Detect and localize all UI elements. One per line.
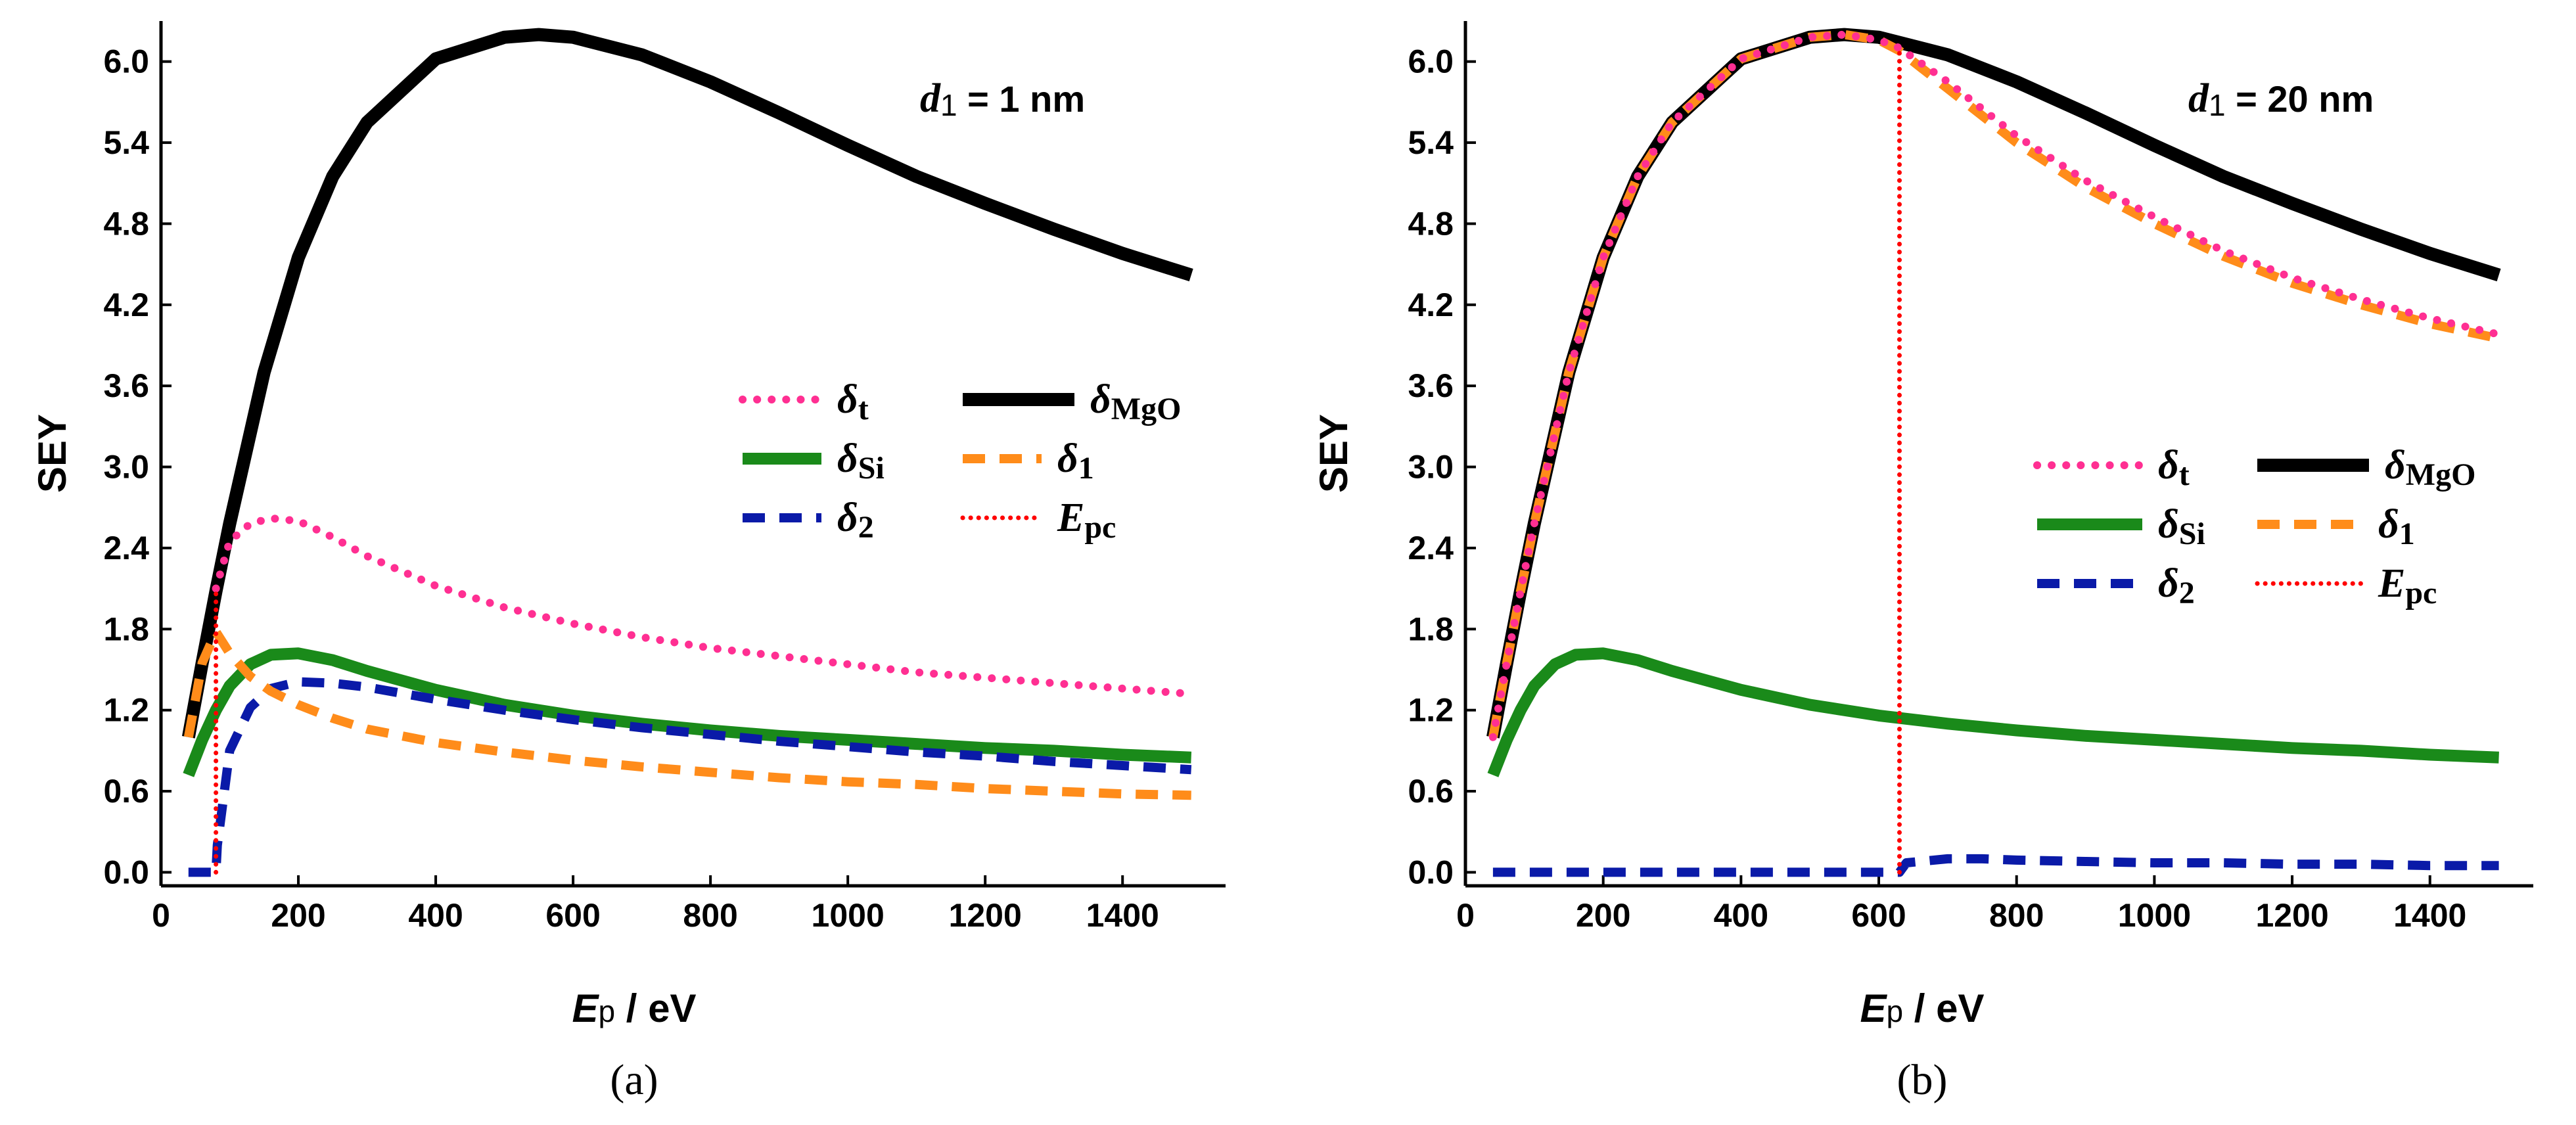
y-tick-label: 4.8: [1408, 205, 1454, 242]
y-axis-label: SEY: [1312, 414, 1356, 493]
legend-label-t: δt: [837, 377, 869, 426]
x-tick-label: 400: [408, 897, 463, 934]
x-tick-label: 1400: [2393, 897, 2466, 934]
thickness-annotation: d1 = 1 nm: [920, 76, 1085, 122]
x-tick-label: 200: [1576, 897, 1630, 934]
y-tick-label: 1.2: [1408, 692, 1454, 729]
legend-label-mgo: δMgO: [2385, 443, 2475, 492]
y-axis-label: SEY: [30, 414, 74, 493]
y-tick-label: 3.6: [103, 367, 149, 404]
y-tick-label: 0.6: [103, 773, 149, 810]
series-line-t: [212, 514, 1195, 698]
series-line-si: [1487, 647, 2499, 777]
x-tick-label: 1200: [2255, 897, 2328, 934]
y-tick-label: 5.4: [103, 124, 149, 161]
y-tick-label: 1.8: [103, 610, 149, 647]
legend: δt δMgO δSi δ1 δ2 Epc: [2033, 443, 2475, 610]
x-tick-label: 800: [1989, 897, 2044, 934]
legend-label-si: δSi: [2158, 502, 2205, 551]
panel-a: 0.0 0.6 1.2 1.8 2.4 3.0 3.6 4.2 4.8 5.4 6.0 0 200 400…: [30, 21, 1226, 1104]
y-tick-label: 5.4: [1408, 124, 1454, 161]
y-tick-label: 6.0: [1408, 43, 1454, 80]
x-tick-label: 1000: [2118, 897, 2191, 934]
x-tick-label: 600: [1851, 897, 1906, 934]
y-tick-label: 2.4: [103, 530, 149, 566]
series-line-mgo: [181, 28, 1193, 739]
legend-label-d1: δ1: [2378, 502, 2415, 551]
x-tick-label: 400: [1714, 897, 1768, 934]
y-tick-label: 0.0: [103, 854, 149, 890]
y-tick-label: 2.4: [1408, 530, 1454, 566]
series-line-mgo: [1486, 28, 2501, 739]
legend: δt δMgO δSi δ1 δ2 Epc: [739, 377, 1181, 545]
panel-b: 0.0 0.6 1.2 1.8 2.4 3.0 3.6 4.2 4.8 5.4 6.0 0 200 400…: [1312, 21, 2533, 1104]
series-line-t: [1488, 30, 2503, 741]
y-tick-label: 3.0: [103, 449, 149, 486]
legend-label-d1: δ1: [1057, 436, 1094, 486]
y-tick-label: 1.8: [1408, 610, 1454, 647]
x-axis-label: Ep / eV: [572, 986, 696, 1030]
y-tick-label: 6.0: [103, 43, 149, 80]
series-line-d1: [183, 627, 1191, 800]
y-tick-label: 4.2: [103, 287, 149, 323]
x-tick-label: 0: [152, 897, 170, 934]
x-tick-label: 1200: [949, 897, 1022, 934]
y-tick-label: 3.6: [1408, 367, 1454, 404]
y-tick-label: 4.8: [103, 205, 149, 242]
series-line-d2: [1492, 854, 2499, 877]
x-tick-label: 600: [545, 897, 600, 934]
y-tick-label: 1.2: [103, 692, 149, 729]
legend-label-d2: δ2: [2158, 561, 2195, 610]
panel-caption: (b): [1897, 1056, 1948, 1104]
series-line-d2: [188, 677, 1192, 877]
y-tick-label: 3.0: [1408, 449, 1454, 486]
panel-caption: (a): [610, 1056, 658, 1104]
legend-label-t: δt: [2158, 443, 2190, 492]
y-tick-label: 0.0: [1408, 854, 1454, 890]
x-tick-label: 800: [683, 897, 737, 934]
y-tick-label: 0.6: [1408, 773, 1454, 810]
series-line-d1: [1488, 30, 2500, 739]
x-axis-label: Ep / eV: [1860, 986, 1984, 1030]
thickness-annotation: d1 = 20 nm: [2188, 76, 2374, 122]
legend-label-si: δSi: [837, 436, 885, 486]
x-tick-label: 1400: [1086, 897, 1159, 934]
x-tick-label: 0: [1456, 897, 1475, 934]
legend-label-mgo: δMgO: [1090, 377, 1181, 426]
legend-label-epc: Epc: [2378, 561, 2437, 610]
x-tick-label: 200: [271, 897, 325, 934]
legend-label-epc: Epc: [1057, 495, 1116, 545]
x-tick-label: 1000: [812, 897, 885, 934]
series-line-si: [183, 647, 1192, 777]
y-tick-label: 4.2: [1408, 287, 1454, 323]
legend-label-d2: δ2: [837, 495, 874, 545]
